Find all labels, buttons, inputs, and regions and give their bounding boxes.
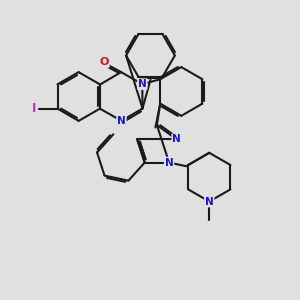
- Text: N: N: [117, 116, 126, 126]
- Text: N: N: [172, 134, 181, 144]
- Text: N: N: [138, 79, 147, 89]
- Text: I: I: [32, 102, 36, 115]
- Text: N: N: [165, 158, 173, 167]
- Text: N: N: [205, 196, 214, 206]
- Text: O: O: [99, 57, 109, 67]
